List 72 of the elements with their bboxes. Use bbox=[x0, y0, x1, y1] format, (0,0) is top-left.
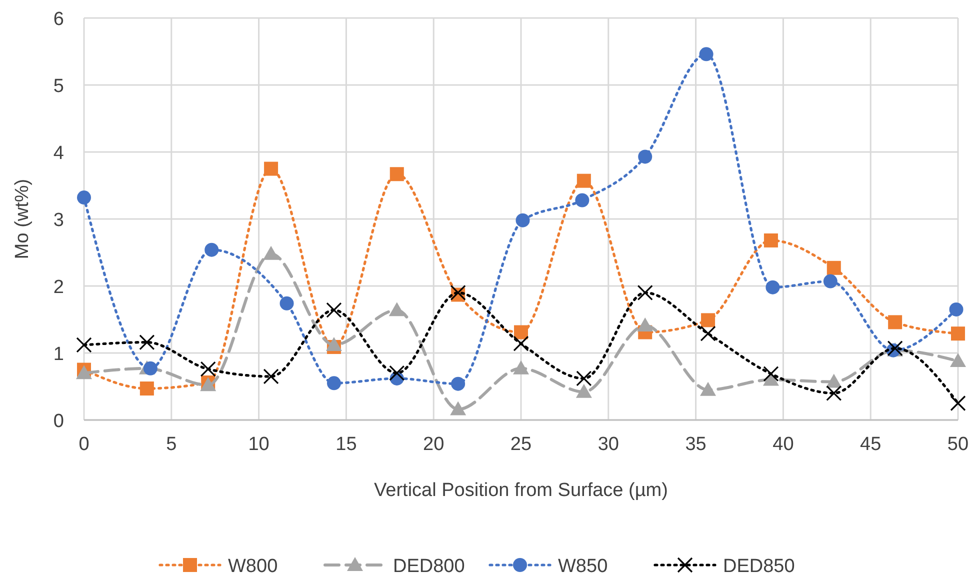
y-tick-label: 6 bbox=[53, 9, 64, 30]
point bbox=[389, 365, 405, 381]
point bbox=[204, 242, 219, 257]
x-tick-label: 50 bbox=[947, 434, 969, 455]
point bbox=[200, 361, 216, 377]
y-tick-label: 3 bbox=[53, 210, 64, 231]
point bbox=[764, 233, 778, 248]
x-tick-label: 20 bbox=[423, 434, 444, 455]
point bbox=[77, 190, 91, 205]
point bbox=[575, 193, 590, 208]
y-tick-label: 1 bbox=[53, 344, 64, 365]
point bbox=[76, 365, 92, 380]
point bbox=[326, 336, 342, 351]
point bbox=[699, 47, 714, 62]
legend-label: W850 bbox=[558, 556, 608, 577]
point bbox=[576, 370, 592, 386]
point bbox=[637, 318, 654, 332]
point bbox=[326, 376, 341, 390]
point bbox=[516, 213, 530, 228]
point bbox=[140, 382, 154, 396]
point bbox=[513, 336, 529, 352]
legend-label: DED800 bbox=[393, 556, 465, 577]
point bbox=[700, 326, 716, 342]
point bbox=[949, 302, 964, 316]
point bbox=[576, 174, 591, 188]
point bbox=[263, 246, 280, 260]
point bbox=[638, 150, 652, 164]
y-axis-title: Mo (wt%) bbox=[12, 178, 33, 260]
point bbox=[139, 334, 155, 350]
point bbox=[763, 366, 779, 382]
x-tick-label: 10 bbox=[248, 434, 270, 455]
x-tick-label: 25 bbox=[510, 434, 532, 455]
x-tick-label: 0 bbox=[78, 434, 90, 455]
point bbox=[951, 326, 965, 341]
y-tick-label: 2 bbox=[53, 277, 64, 298]
point bbox=[888, 315, 902, 330]
point bbox=[950, 353, 966, 368]
point bbox=[514, 325, 528, 340]
point bbox=[451, 376, 466, 391]
x-tick-label: 30 bbox=[598, 434, 619, 455]
x-tick-label: 15 bbox=[336, 434, 357, 455]
point bbox=[450, 284, 466, 300]
point bbox=[637, 284, 653, 300]
point bbox=[700, 382, 716, 396]
point bbox=[450, 401, 466, 416]
point bbox=[950, 395, 966, 412]
point bbox=[264, 162, 278, 176]
point bbox=[826, 374, 842, 388]
point bbox=[701, 313, 716, 328]
point bbox=[826, 385, 842, 401]
x-tick-label: 5 bbox=[166, 434, 177, 455]
x-tick-label: 40 bbox=[772, 434, 794, 455]
point bbox=[823, 274, 838, 288]
point bbox=[263, 368, 279, 384]
legend-label: DED850 bbox=[723, 556, 795, 577]
legend-label: W800 bbox=[228, 556, 278, 577]
point bbox=[326, 302, 342, 318]
point bbox=[143, 361, 158, 376]
y-tick-label: 4 bbox=[53, 143, 64, 164]
point bbox=[766, 280, 780, 294]
point bbox=[280, 296, 294, 310]
x-tick-label: 35 bbox=[685, 434, 706, 455]
point bbox=[513, 360, 529, 374]
point bbox=[390, 167, 404, 182]
x-tick-label: 45 bbox=[860, 434, 882, 455]
y-tick-label: 5 bbox=[53, 76, 64, 97]
x-axis-title: Vertical Position from Surface (µm) bbox=[374, 480, 668, 501]
point bbox=[388, 302, 405, 316]
point bbox=[826, 260, 841, 275]
y-tick-label: 0 bbox=[53, 411, 64, 432]
point bbox=[76, 337, 92, 353]
point bbox=[576, 384, 592, 398]
